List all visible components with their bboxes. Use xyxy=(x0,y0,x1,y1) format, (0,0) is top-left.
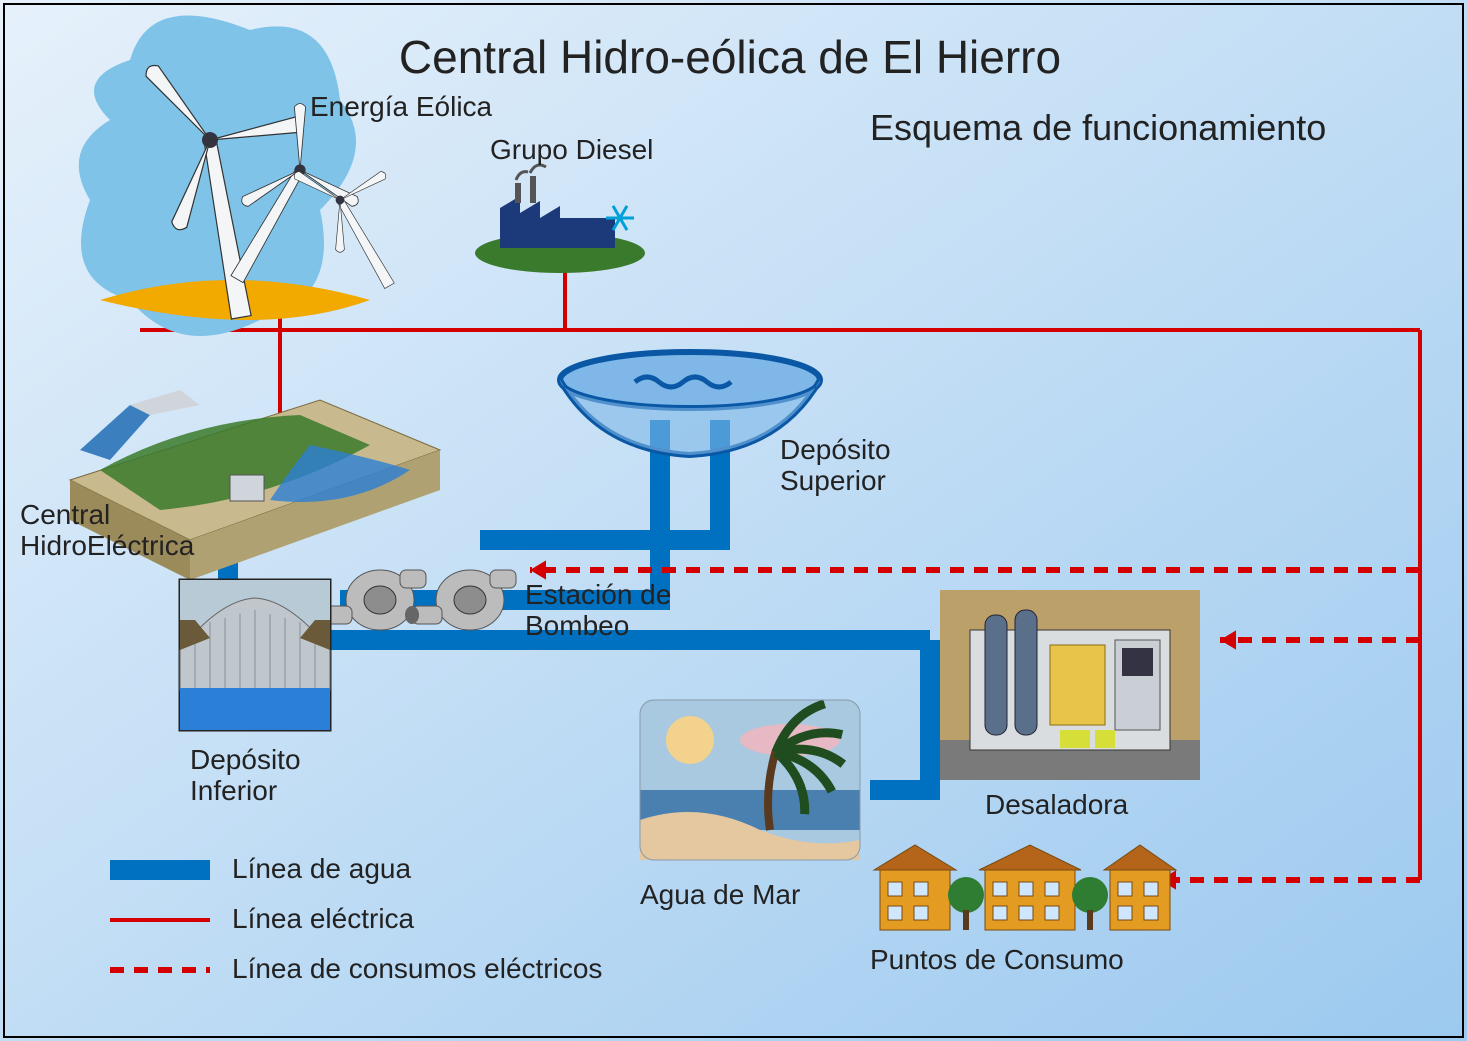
label-upper: Depósito Superior xyxy=(780,435,891,497)
legend-2-label: Línea de consumos eléctricos xyxy=(232,954,602,985)
title: Central Hidro-eólica de El Hierro xyxy=(290,32,1170,83)
label-hydro: Central HidroEléctrica xyxy=(20,500,194,562)
desal-icon xyxy=(940,590,1200,780)
label-diesel: Grupo Diesel xyxy=(490,135,653,166)
label-sea: Agua de Mar xyxy=(640,880,800,911)
label-pump: Estación de Bombeo xyxy=(525,580,671,642)
legend-0-label: Línea de agua xyxy=(232,854,411,885)
lower-reservoir-icon xyxy=(180,580,330,730)
consume-icon xyxy=(874,845,1176,930)
sea-icon xyxy=(640,694,860,860)
subtitle: Esquema de funcionamiento xyxy=(870,108,1326,148)
label-wind: Energía Eólica xyxy=(310,92,492,123)
label-consume: Puntos de Consumo xyxy=(870,945,1124,976)
legend-1-label: Línea eléctrica xyxy=(232,904,414,935)
label-desal: Desaladora xyxy=(985,790,1128,821)
label-lower: Depósito Inferior xyxy=(190,745,301,807)
